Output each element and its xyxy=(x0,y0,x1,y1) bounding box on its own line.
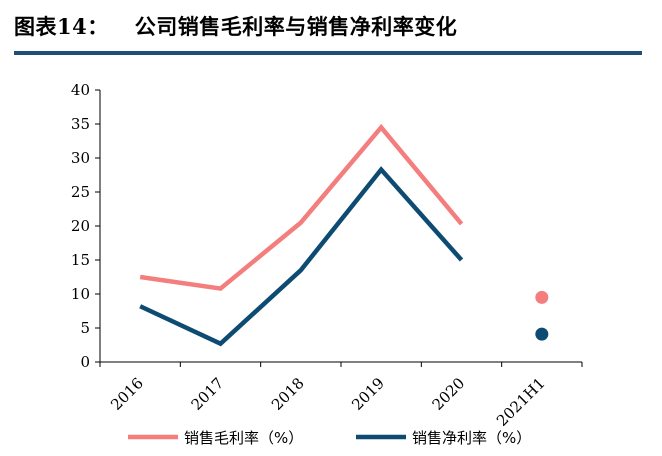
series-point-2 xyxy=(535,327,549,341)
x-tick-label: 2019 xyxy=(348,374,388,414)
y-tick-label: 35 xyxy=(71,115,90,133)
figure-number: 图表14： xyxy=(14,14,109,39)
y-tick-label: 10 xyxy=(71,285,90,303)
y-tick-label: 30 xyxy=(71,149,90,167)
series-line-1 xyxy=(139,123,464,291)
legend-label-2: 销售净利率（%） xyxy=(412,429,531,447)
x-tick-label: 2017 xyxy=(188,374,228,414)
figure-title: 公司销售毛利率与销售净利率变化 xyxy=(134,14,458,39)
series-line-2 xyxy=(139,166,464,347)
y-tick-label: 15 xyxy=(71,251,90,269)
x-tick-label: 2021H1 xyxy=(493,374,549,430)
title-underline xyxy=(14,51,642,55)
y-tick-label: 20 xyxy=(71,217,90,235)
y-tick-label: 25 xyxy=(71,183,90,201)
x-tick-label: 2020 xyxy=(429,374,469,414)
y-tick-label: 5 xyxy=(80,319,90,337)
chart-title: 图表14： 公司销售毛利率与销售净利率变化 xyxy=(14,6,457,46)
y-tick-label: 40 xyxy=(71,81,90,99)
x-tick-label: 2018 xyxy=(268,374,308,414)
x-tick-label: 2016 xyxy=(107,374,147,414)
y-tick-label: 0 xyxy=(80,353,90,371)
legend-label-1: 销售毛利率（%） xyxy=(184,429,303,447)
series-point-1 xyxy=(535,290,549,304)
